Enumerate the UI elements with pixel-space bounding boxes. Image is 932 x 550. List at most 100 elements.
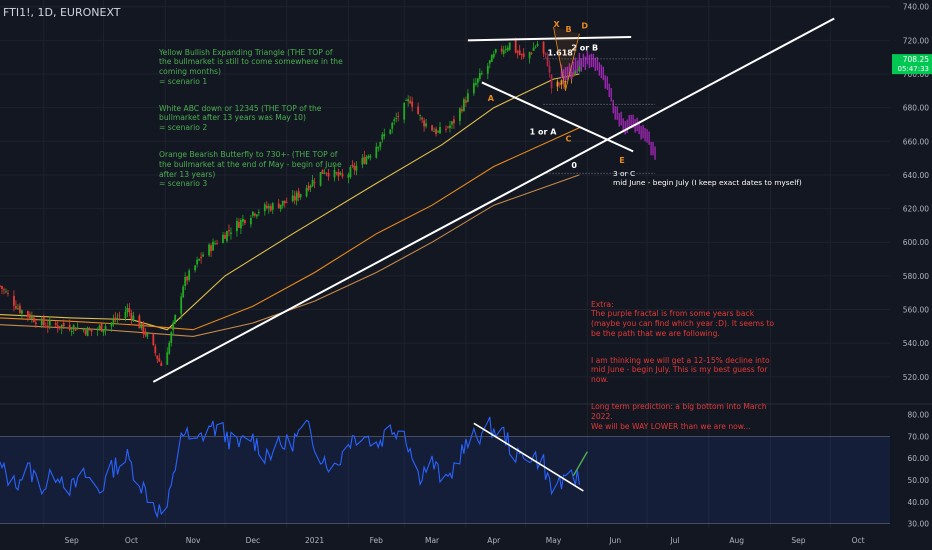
candle-body [110,322,113,327]
trendlines [152,17,835,383]
candle-body [132,315,135,322]
candle-body [1,286,3,289]
candle-body [70,331,73,332]
candle-body [433,130,435,132]
candle-body [238,221,240,228]
axes: 740.00 720.00 700.00 680.00 660.00 640.00 620.… [65,3,932,545]
moving-average-line [0,127,580,331]
countdown-value: 05:47:33 [898,65,929,73]
rsi-projection [572,451,588,476]
candle-body [170,332,173,343]
rsi-panel: 80.00 70.00 60.00 50.00 40.00 30.00 [0,403,932,529]
candle-body [419,115,422,116]
candle-body [263,204,266,212]
candle-body [128,308,131,313]
candle-body [182,286,185,298]
candle-body [347,174,350,178]
candle-body [403,102,406,120]
candle-body [504,49,507,51]
candle-body [327,173,330,177]
candle-body [138,315,141,329]
price-tick-label: 600.00 [903,238,929,247]
candle-body [42,317,45,326]
price-tick-label: 740.00 [903,3,929,12]
candle-body [405,100,408,101]
candle-body [381,134,384,140]
candle-body [168,342,171,354]
wave-label-2-or-b: 2 or B [571,43,598,52]
wave-labels: A 1 or A 2 or B1.618 E 0 D B C X [488,20,625,170]
candle-body [391,122,394,129]
wave-label-x: X [554,20,561,29]
candle-body [333,170,336,178]
rsi-trendline [473,422,584,492]
candle-body [72,325,75,330]
candle-body [550,74,553,89]
price-tick-label: 680.00 [903,104,929,113]
candle-body [224,234,226,239]
candle-body [472,83,475,94]
scenario-3-note: Orange Bearish Butterfly to 730+- (THE T… [159,150,342,189]
candle-body [156,355,159,359]
candle-body [30,316,33,319]
candle-body [349,167,352,177]
candle-body [476,78,479,83]
candle-body [62,323,65,327]
candle-body [363,156,366,164]
wave-label-c: C [565,134,571,143]
candle-body [82,329,85,331]
trendline [481,81,634,153]
candle-body [104,326,107,331]
price-tick-label: 620.00 [903,205,929,214]
candle-body [542,41,545,54]
candle-body [28,314,31,319]
candle-body [323,172,326,174]
candle-body [548,65,551,73]
rsi-tick-label: 70.00 [908,432,930,441]
wave-label-d: D [581,22,588,31]
candle-body [407,99,410,102]
candle-body [222,234,224,243]
candle-body [172,322,175,331]
rsi-band [0,436,890,524]
candle-body [365,157,368,165]
candle-body [17,307,19,309]
candle-body [500,48,503,52]
date-tick-label: Oct [852,536,865,545]
price-tick-label: 660.00 [903,137,929,146]
candle-body [124,311,127,318]
candle-body [530,52,533,54]
candle-body [208,244,210,256]
rsi-tick-label: 50.00 [908,476,930,485]
candle-body [437,131,439,133]
price-tick-label: 700.00 [903,70,929,79]
candle-body [202,254,204,257]
wave-label-1-or-a: 1 or A [530,128,558,137]
candle-body [463,99,465,111]
candle-body [48,320,51,326]
candle-body [564,80,567,83]
candle-body [58,326,61,328]
candle-body [546,56,549,66]
candle-body [96,329,99,331]
price-tick-label: 520.00 [903,373,929,382]
candle-body [351,164,354,167]
candle-body [242,218,244,222]
candle-body [411,101,414,107]
candle-body [518,50,521,55]
symbol-title[interactable]: FTI1!, 1D, EURONEXT [3,6,121,19]
candle-body [297,191,300,198]
candle-body [186,276,189,281]
candle-body [522,53,525,58]
candle-body [417,106,420,115]
candle-body [160,362,163,366]
candle-body [194,265,197,271]
candle-body [180,296,183,314]
candle-body [508,42,511,50]
candle-body [383,133,386,137]
candle-body [313,182,316,184]
candle-body [158,358,161,362]
candle-body [200,256,202,259]
candle-body [46,325,49,328]
